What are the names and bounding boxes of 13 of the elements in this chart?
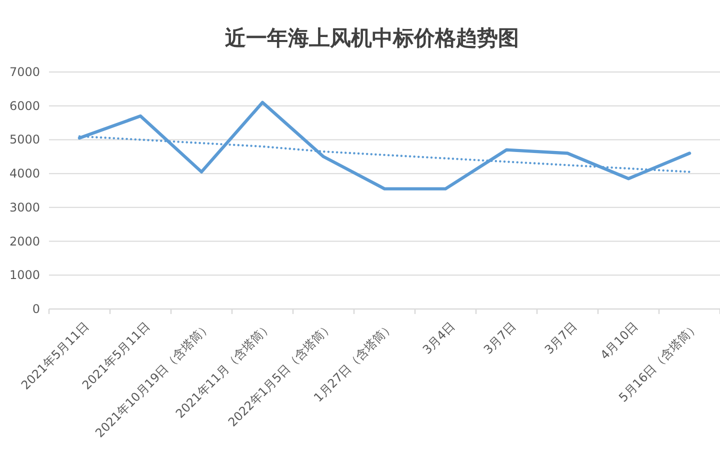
y-tick-label: 7000 bbox=[9, 65, 40, 79]
x-tick-label: 4月10日 bbox=[598, 319, 641, 362]
y-tick-label: 1000 bbox=[9, 268, 40, 282]
y-tick-label: 4000 bbox=[9, 166, 40, 181]
y-tick-label: 0 bbox=[32, 302, 40, 316]
x-tick-label: 3月4日 bbox=[420, 319, 458, 357]
x-tick-label: 3月7日 bbox=[542, 319, 580, 357]
chart-title: 近一年海上风机中标价格趋势图 bbox=[224, 25, 519, 50]
x-tick-label: 3月7日 bbox=[480, 319, 519, 357]
y-tick-label: 3000 bbox=[9, 200, 40, 214]
y-tick-label: 2000 bbox=[9, 234, 40, 248]
y-tick-label: 6000 bbox=[9, 98, 40, 113]
y-tick-label: 5000 bbox=[9, 132, 40, 147]
